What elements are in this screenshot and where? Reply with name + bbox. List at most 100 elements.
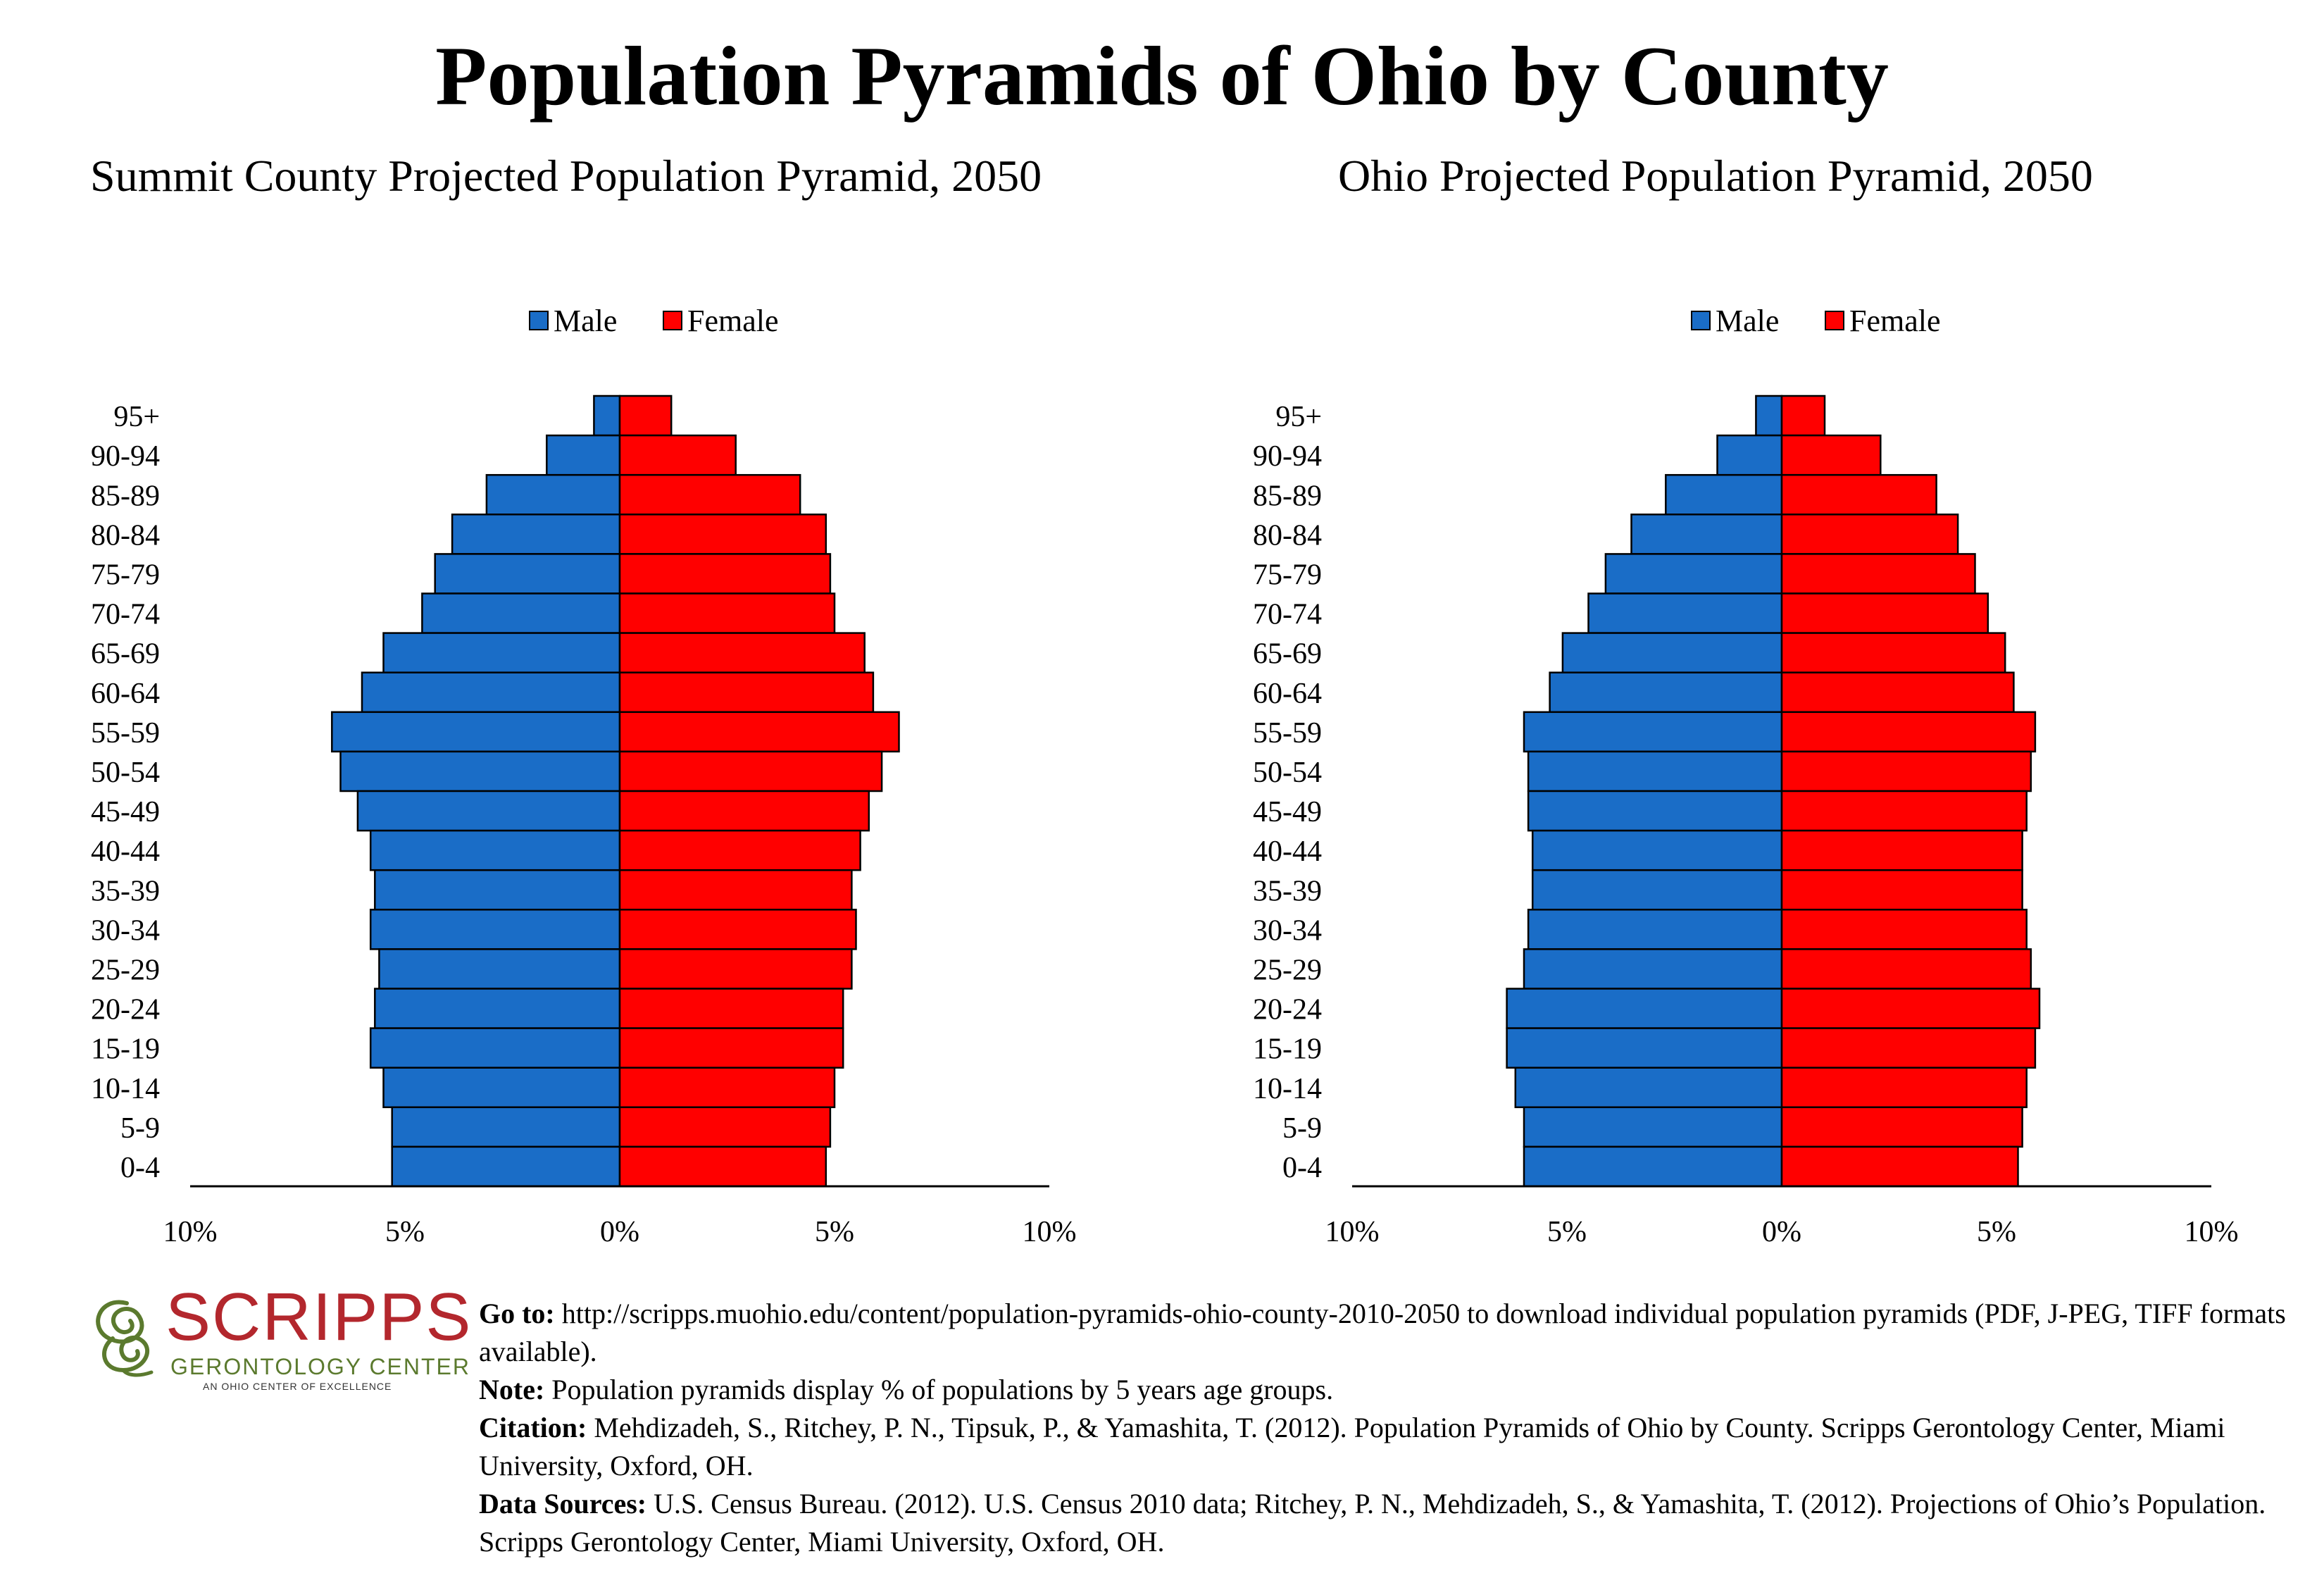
- age-group-label: 25-29: [91, 954, 160, 986]
- bar-male: [369, 1027, 621, 1069]
- bar-female: [1780, 514, 1959, 555]
- x-tick-label: 5%: [1547, 1216, 1587, 1248]
- citation-line: Citation: Mehdizadeh, S., Ritchey, P. N.…: [479, 1409, 2303, 1485]
- legend-female-swatch: [1825, 311, 1844, 330]
- age-group-label: 20-24: [91, 994, 160, 1026]
- bar-male: [1531, 829, 1783, 871]
- bar-male: [1527, 909, 1783, 950]
- bar-male: [382, 1067, 621, 1109]
- bar-female: [1780, 750, 2032, 792]
- bar-female: [618, 711, 900, 753]
- age-group-label: 55-59: [1253, 717, 1322, 750]
- age-group-label: 5-9: [120, 1112, 160, 1145]
- bar-male: [1665, 473, 1783, 516]
- age-group-label: 0-4: [120, 1152, 160, 1184]
- x-tick-label: 5%: [1977, 1216, 2016, 1248]
- bar-female: [1780, 671, 2015, 714]
- bar-male: [391, 1106, 621, 1148]
- bar-male: [1527, 790, 1783, 832]
- chart-legend: Male Female: [529, 304, 779, 338]
- age-group-label: 65-69: [1253, 638, 1322, 671]
- age-group-label: 80-84: [1253, 519, 1322, 552]
- age-group-label: 45-49: [91, 796, 160, 828]
- bar-male: [1630, 514, 1783, 555]
- bar-female: [618, 473, 801, 516]
- bar-male: [1549, 671, 1783, 714]
- age-group-label: 10-14: [1253, 1073, 1322, 1105]
- bar-female: [618, 1067, 836, 1109]
- note-label: Note:: [479, 1374, 545, 1405]
- age-group-label: 95+: [1275, 401, 1322, 433]
- bar-female: [1780, 1145, 2019, 1188]
- x-tick-label: 5%: [815, 1216, 854, 1248]
- bar-female: [618, 1145, 827, 1188]
- age-group-label: 70-74: [1253, 599, 1322, 631]
- x-tick-label: 10%: [1023, 1216, 1077, 1248]
- bar-female: [618, 750, 883, 792]
- legend-male-label: Male: [1716, 304, 1779, 338]
- bar-male: [1527, 750, 1783, 792]
- age-group-label: 75-79: [91, 559, 160, 591]
- legend-male-swatch: [529, 311, 549, 330]
- logo-wordmark: SCRIPPS: [165, 1279, 473, 1355]
- bar-male: [374, 988, 621, 1029]
- goto-label: Go to:: [479, 1298, 555, 1329]
- bar-male: [378, 948, 621, 990]
- bar-female: [1780, 1067, 2028, 1109]
- age-group-label: 65-69: [91, 638, 160, 671]
- age-group-label: 90-94: [1253, 440, 1322, 473]
- age-group-label: 75-79: [1253, 559, 1322, 591]
- bar-female: [618, 948, 853, 990]
- bar-male: [593, 394, 621, 437]
- x-tick-label: 10%: [2185, 1216, 2239, 1248]
- bar-female: [618, 553, 832, 595]
- bar-male: [1523, 1106, 1783, 1148]
- bar-female: [1780, 829, 2023, 871]
- goto-line: Go to: http://scripps.muohio.edu/content…: [479, 1295, 2303, 1371]
- bar-male: [1755, 394, 1783, 437]
- sources-line: Data Sources: U.S. Census Bureau. (2012)…: [479, 1485, 2303, 1561]
- bar-female: [618, 829, 861, 871]
- age-group-label: 90-94: [91, 440, 160, 473]
- age-group-label: 40-44: [91, 835, 160, 868]
- bar-female: [1780, 909, 2028, 950]
- bar-female: [1780, 553, 1976, 595]
- note-text: Population pyramids display % of populat…: [544, 1374, 1334, 1405]
- age-group-label: 55-59: [91, 717, 160, 750]
- bar-male: [434, 553, 621, 595]
- bar-female: [1780, 988, 2041, 1029]
- x-tick-label: 5%: [385, 1216, 425, 1248]
- bar-female: [1780, 632, 2006, 673]
- bar-male: [1523, 1145, 1783, 1188]
- x-tick-label: 0%: [600, 1216, 639, 1248]
- age-group-label: 50-54: [1253, 757, 1322, 789]
- goto-text: http://scripps.muohio.edu/content/popula…: [479, 1298, 2286, 1367]
- bar-male: [1514, 1067, 1783, 1109]
- bar-male: [356, 790, 621, 832]
- bar-female: [1780, 434, 1882, 476]
- age-group-label: 35-39: [1253, 875, 1322, 907]
- bar-male: [374, 869, 621, 911]
- logo-tagline: AN OHIO CENTER OF EXCELLENCE: [203, 1381, 392, 1392]
- bar-male: [1561, 632, 1783, 673]
- bar-female: [1780, 711, 2037, 753]
- chart-legend: Male Female: [1691, 304, 1941, 338]
- age-group-label: 10-14: [91, 1073, 160, 1105]
- age-group-label: 0-4: [1282, 1152, 1322, 1184]
- bar-male: [1506, 988, 1783, 1029]
- bar-female: [618, 434, 737, 476]
- age-group-label: 50-54: [91, 757, 160, 789]
- ohio-chart-title: Ohio Projected Population Pyramid, 2050: [1338, 151, 2093, 201]
- bar-female: [618, 514, 827, 555]
- x-tick-label: 10%: [163, 1216, 218, 1248]
- sources-text: U.S. Census Bureau. (2012). U.S. Census …: [479, 1488, 2266, 1558]
- scripps-spiral-icon: [96, 1300, 154, 1377]
- bar-male: [331, 711, 621, 753]
- summit-pyramid-chart: Male Female 95+ 90-94 85-89 80-84 75-79 70-74 65…: [91, 304, 1077, 1248]
- age-group-label: 70-74: [91, 599, 160, 631]
- bar-male: [1604, 553, 1783, 595]
- age-group-label: 80-84: [91, 519, 160, 552]
- legend-male-swatch: [1691, 311, 1711, 330]
- bar-male: [391, 1145, 621, 1188]
- legend-female-swatch: [663, 311, 682, 330]
